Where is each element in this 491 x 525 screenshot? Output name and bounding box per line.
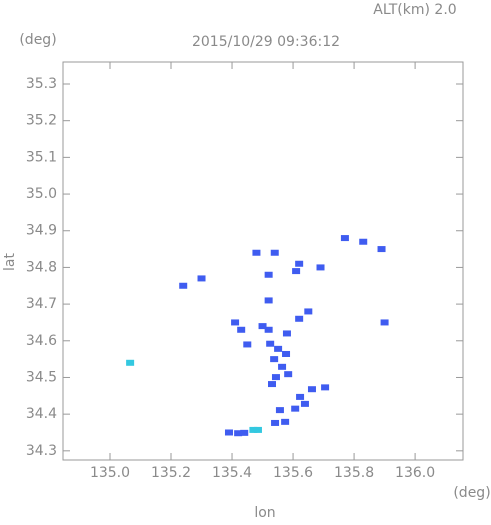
- echo-cell: [380, 319, 389, 326]
- echo-cell: [266, 340, 275, 347]
- echo-cell: [295, 260, 304, 267]
- chart-subtitle: ALT(km) 2.0: [373, 2, 456, 18]
- y-unit: (deg): [19, 32, 56, 48]
- echo-cell: [321, 384, 330, 391]
- x-tick-label: 135.0: [90, 465, 130, 481]
- echo-cell: [264, 326, 273, 333]
- echo-cell: [296, 393, 305, 400]
- echo-cell: [282, 330, 291, 337]
- echo-cell: [243, 341, 252, 348]
- echo-cell: [264, 297, 273, 304]
- echo-cell: [270, 356, 279, 363]
- echo-cell: [271, 374, 280, 381]
- echo-cell: [300, 400, 309, 407]
- plot-frame: [62, 61, 464, 461]
- echo-cell: [284, 371, 293, 378]
- echo-cell: [252, 249, 261, 256]
- y-tick-label: 34.3: [26, 443, 57, 459]
- x-tick-label: 135.2: [151, 465, 191, 481]
- y-tick-label: 34.7: [26, 296, 57, 312]
- x-tick-label: 135.4: [212, 465, 252, 481]
- chart-title: 2015/10/29 09:36:12: [192, 34, 340, 50]
- y-axis-label: lat: [2, 253, 18, 271]
- echo-cell: [359, 238, 368, 245]
- y-tick-label: 34.6: [26, 333, 57, 349]
- echo-cell: [179, 282, 188, 289]
- echo-cell: [304, 308, 313, 315]
- echo-cell: [231, 319, 240, 326]
- echo-cell: [275, 407, 284, 414]
- echo-cell: [237, 326, 246, 333]
- echo-cell: [278, 363, 287, 370]
- echo-cell: [258, 323, 267, 330]
- echo-cell: [274, 345, 283, 352]
- echo-cell: [295, 315, 304, 322]
- y-tick-label: 35.2: [26, 113, 57, 129]
- x-unit: (deg): [453, 485, 490, 501]
- echo-cell: [224, 429, 233, 436]
- echo-cell: [240, 429, 249, 436]
- echo-cell: [316, 264, 325, 271]
- x-axis-label: lon: [254, 505, 275, 521]
- echo-cell: [268, 381, 277, 388]
- echo-cell: [340, 235, 349, 242]
- echo-cell: [270, 249, 279, 256]
- echo-cell: [197, 275, 206, 282]
- echo-cell: [126, 359, 135, 366]
- echo-cell: [282, 350, 291, 357]
- y-tick-label: 35.0: [26, 186, 57, 202]
- y-tick-label: 34.9: [26, 223, 57, 239]
- echo-cell: [249, 426, 258, 433]
- echo-cell: [281, 418, 290, 425]
- x-tick-label: 135.6: [273, 465, 313, 481]
- echo-cell: [234, 430, 243, 437]
- x-tick-label: 135.8: [334, 465, 374, 481]
- echo-cell: [271, 419, 280, 426]
- y-tick-label: 34.8: [26, 259, 57, 275]
- y-tick-label: 35.1: [26, 149, 57, 165]
- echo-cell: [291, 405, 300, 412]
- echo-cell: [292, 268, 301, 275]
- echo-cell: [253, 426, 262, 433]
- y-tick-label: 34.5: [26, 369, 57, 385]
- y-tick-label: 34.4: [26, 406, 57, 422]
- x-tick-label: 136.0: [395, 465, 435, 481]
- echo-cell: [377, 246, 386, 253]
- y-tick-label: 35.3: [26, 76, 57, 92]
- echo-cell: [307, 386, 316, 393]
- echo-cell: [264, 271, 273, 278]
